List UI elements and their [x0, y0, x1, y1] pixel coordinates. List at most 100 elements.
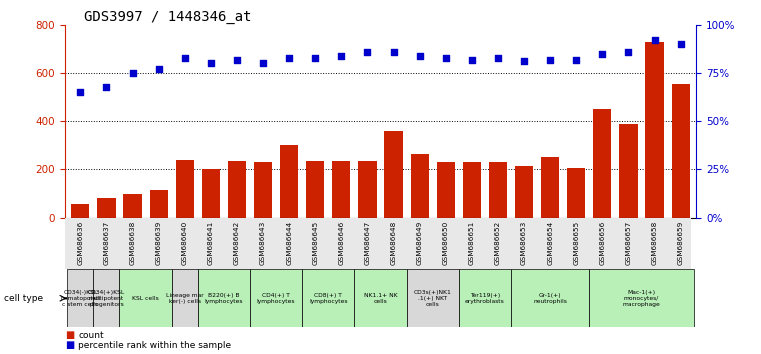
Point — [336, 53, 348, 58]
Text: NK1.1+ NK
cells: NK1.1+ NK cells — [364, 293, 397, 304]
Bar — [358, 161, 377, 218]
Bar — [589, 269, 694, 327]
Text: GSM686649: GSM686649 — [417, 220, 422, 264]
Point — [518, 59, 530, 64]
Point — [674, 41, 686, 47]
Bar — [176, 160, 194, 218]
Bar — [72, 205, 90, 218]
Bar — [671, 84, 689, 218]
Bar — [463, 162, 481, 218]
Text: GSM686642: GSM686642 — [234, 220, 240, 264]
Bar — [437, 162, 455, 218]
Bar — [172, 269, 198, 327]
Text: GSM686652: GSM686652 — [495, 220, 501, 264]
Bar — [541, 158, 559, 218]
Text: percentile rank within the sample: percentile rank within the sample — [78, 342, 231, 350]
Text: count: count — [78, 331, 104, 340]
Point — [257, 61, 269, 66]
Bar — [280, 145, 298, 218]
Text: GSM686646: GSM686646 — [339, 220, 344, 264]
Text: Ter119(+)
erythroblasts: Ter119(+) erythroblasts — [465, 293, 505, 304]
Text: GSM686659: GSM686659 — [677, 220, 683, 264]
Text: GSM686636: GSM686636 — [78, 220, 84, 264]
Text: GSM686644: GSM686644 — [286, 220, 292, 264]
Bar — [119, 269, 172, 327]
Point — [544, 57, 556, 62]
Point — [179, 55, 191, 61]
Text: GSM686654: GSM686654 — [547, 220, 553, 264]
Bar — [250, 269, 302, 327]
Bar — [302, 269, 355, 327]
Point — [492, 55, 504, 61]
Point — [570, 57, 582, 62]
Text: GSM686647: GSM686647 — [365, 220, 371, 264]
Bar — [333, 161, 351, 218]
Text: GSM686641: GSM686641 — [208, 220, 214, 264]
Text: CD8(+) T
lymphocytes: CD8(+) T lymphocytes — [309, 293, 348, 304]
Text: Lineage mar
ker(-) cells: Lineage mar ker(-) cells — [166, 293, 204, 304]
Bar — [459, 269, 511, 327]
Point — [309, 55, 321, 61]
Text: GSM686651: GSM686651 — [469, 220, 475, 264]
Point — [152, 66, 164, 72]
Text: GSM686640: GSM686640 — [182, 220, 188, 264]
Point — [622, 49, 635, 55]
Bar — [67, 269, 94, 327]
Bar — [94, 269, 119, 327]
Text: Mac-1(+)
monocytes/
macrophage: Mac-1(+) monocytes/ macrophage — [622, 290, 661, 307]
Point — [387, 49, 400, 55]
Text: GSM686650: GSM686650 — [443, 220, 449, 264]
Bar — [97, 198, 116, 218]
Text: CD4(+) T
lymphocytes: CD4(+) T lymphocytes — [257, 293, 295, 304]
Text: GSM686639: GSM686639 — [156, 220, 161, 264]
Text: GSM686656: GSM686656 — [600, 220, 605, 264]
Text: GSM686638: GSM686638 — [129, 220, 135, 264]
Bar — [202, 170, 220, 218]
Text: GSM686645: GSM686645 — [312, 220, 318, 264]
Bar — [645, 42, 664, 218]
Text: GSM686648: GSM686648 — [390, 220, 396, 264]
Text: GSM686653: GSM686653 — [521, 220, 527, 264]
Bar — [254, 162, 272, 218]
Bar — [489, 162, 507, 218]
Bar — [515, 166, 533, 218]
Text: ■: ■ — [65, 341, 74, 350]
Text: KSL cells: KSL cells — [132, 296, 159, 301]
Text: GDS3997 / 1448346_at: GDS3997 / 1448346_at — [84, 10, 251, 24]
Bar — [567, 168, 585, 218]
Text: GSM686655: GSM686655 — [573, 220, 579, 264]
Point — [361, 49, 374, 55]
Text: Gr-1(+)
neutrophils: Gr-1(+) neutrophils — [533, 293, 567, 304]
Text: cell type: cell type — [4, 294, 43, 303]
Bar — [306, 161, 324, 218]
Bar — [149, 190, 167, 218]
Point — [100, 84, 113, 89]
Bar — [619, 124, 638, 218]
Text: GSM686643: GSM686643 — [260, 220, 266, 264]
Point — [466, 57, 478, 62]
Bar — [355, 269, 406, 327]
Text: GSM686637: GSM686637 — [103, 220, 110, 264]
Bar — [511, 269, 589, 327]
Bar — [123, 194, 142, 218]
Bar — [228, 161, 246, 218]
Bar — [198, 269, 250, 327]
Bar — [406, 269, 459, 327]
Point — [413, 53, 425, 58]
Point — [75, 90, 87, 95]
Point — [440, 55, 452, 61]
Bar — [410, 154, 428, 218]
Point — [126, 70, 139, 76]
Point — [205, 61, 217, 66]
Point — [231, 57, 243, 62]
Bar — [384, 131, 403, 218]
Point — [597, 51, 609, 57]
Text: ■: ■ — [65, 330, 74, 340]
Point — [648, 38, 661, 43]
Text: GSM686658: GSM686658 — [651, 220, 658, 264]
Text: GSM686657: GSM686657 — [626, 220, 632, 264]
Text: B220(+) B
lymphocytes: B220(+) B lymphocytes — [205, 293, 244, 304]
Text: CD34(-)KSL
hematopoieti
c stem cells: CD34(-)KSL hematopoieti c stem cells — [60, 290, 100, 307]
Bar — [594, 109, 612, 218]
Point — [283, 55, 295, 61]
